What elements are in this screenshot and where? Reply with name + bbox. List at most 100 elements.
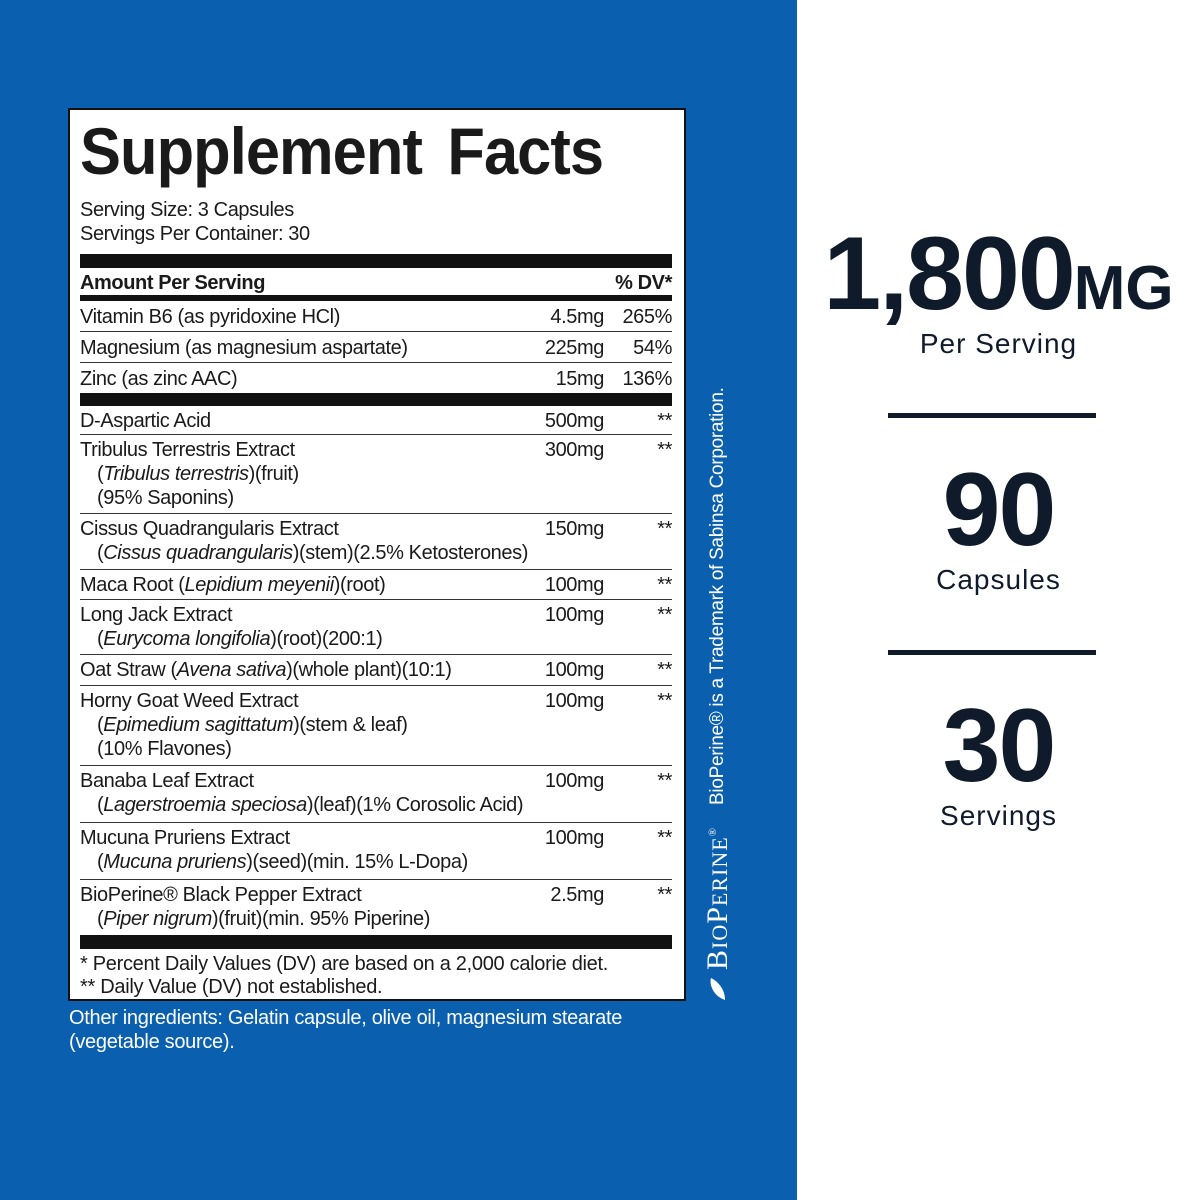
latin-name: Avena sativa bbox=[176, 659, 287, 681]
stat-label: Capsules bbox=[936, 564, 1061, 595]
ingredient-source: (Epimedium sagittatum)(stem & leaf) bbox=[97, 714, 408, 736]
ingredient-label: Maca Root ( bbox=[80, 574, 185, 596]
ingredient-amount: 100mg bbox=[544, 690, 605, 712]
ingredient-detail: (leaf)(1% Corosolic Acid) bbox=[313, 794, 524, 816]
ingredient-name: Mucuna Pruriens Extract (Mucuna pruriens)… bbox=[80, 826, 494, 874]
ingredient-row: Mucuna Pruriens Extract (Mucuna pruriens)… bbox=[80, 823, 672, 880]
stat-value: 90 bbox=[942, 452, 1057, 568]
ingredient-label: Banaba Leaf Extract bbox=[80, 770, 254, 792]
dv-header: % DV* bbox=[615, 272, 672, 294]
ingredient-label: Horny Goat Weed Extract bbox=[80, 690, 299, 712]
ingredient-detail: (fruit)(min. 95% Piperine) bbox=[218, 908, 431, 930]
amount-header: Amount Per Serving bbox=[80, 272, 266, 294]
divider-thick bbox=[80, 935, 672, 949]
ingredient-detail: (fruit) bbox=[254, 463, 299, 485]
servings-per-container: Servings Per Container: 30 bbox=[80, 223, 310, 245]
ingredient-dv: ** bbox=[657, 574, 672, 596]
footnote-dv: * Percent Daily Values (DV) are based on… bbox=[80, 953, 608, 975]
ingredient-detail: (stem)(2.5% Ketosterones) bbox=[299, 542, 528, 564]
nutrient-dv: 136% bbox=[622, 368, 672, 390]
ingredient-name: Oat Straw (Avena sativa)(whole plant)(10… bbox=[80, 658, 494, 682]
stat-mg: 1,800MG bbox=[797, 222, 1200, 326]
ingredient-dv: ** bbox=[657, 659, 672, 681]
stat-label: Servings bbox=[940, 800, 1057, 831]
serving-size: Serving Size: 3 Capsules bbox=[80, 199, 294, 221]
nutrient-dv: 54% bbox=[633, 337, 672, 359]
label-title: Supplement Facts bbox=[80, 114, 604, 188]
ingredient-name: Horny Goat Weed Extract (Epimedium sagitt… bbox=[80, 689, 494, 761]
ingredient-label: Tribulus Terrestris Extract bbox=[80, 439, 295, 461]
ingredient-name: Maca Root (Lepidium meyenii)(root) bbox=[80, 573, 494, 597]
latin-name: Piper nigrum bbox=[103, 908, 212, 930]
nutrient-dv: 265% bbox=[622, 306, 672, 328]
ingredient-title: Cissus Quadrangularis Extract bbox=[80, 517, 494, 541]
ingredient-title: Banaba Leaf Extract bbox=[80, 769, 494, 793]
divider bbox=[888, 650, 1096, 655]
ingredient-source: (Tribulus terrestris)(fruit) bbox=[97, 463, 299, 485]
ingredient-dv: ** bbox=[657, 604, 672, 626]
latin-name: Lepidium meyenii bbox=[184, 574, 335, 596]
nutrient-row: Zinc (as zinc AAC) 15mg 136% bbox=[80, 363, 672, 394]
divider-medium bbox=[80, 295, 672, 301]
stat-unit: MG bbox=[1073, 254, 1174, 323]
ingredient-row: Long Jack Extract (Eurycoma longifolia)(r… bbox=[80, 600, 672, 655]
ingredient-source: (Eurycoma longifolia)(root)(200:1) bbox=[97, 628, 383, 650]
ingredient-extra: (95% Saponins) bbox=[97, 487, 234, 509]
latin-name: Cissus quadrangularis bbox=[103, 542, 293, 564]
divider-thick bbox=[80, 393, 672, 406]
ingredient-title: BioPerine® Black Pepper Extract bbox=[80, 883, 494, 907]
nutrient-name: Magnesium (as magnesium aspartate) bbox=[80, 337, 408, 359]
ingredient-dv: ** bbox=[657, 884, 672, 906]
ingredient-title: Tribulus Terrestris Extract bbox=[80, 438, 494, 462]
supplement-facts-label: Supplement Facts Serving Size: 3 Capsule… bbox=[68, 108, 686, 1001]
leaf-icon bbox=[710, 978, 725, 1000]
ingredient-row: BioPerine® Black Pepper Extract (Piper ni… bbox=[80, 880, 672, 936]
ingredient-name: D-Aspartic Acid bbox=[80, 409, 494, 433]
trademark-notice: BIOPERINE® BioPerine® is a Trademark of … bbox=[701, 357, 734, 1002]
latin-name: Mucuna pruriens bbox=[103, 851, 247, 873]
ingredient-amount: 500mg bbox=[544, 410, 605, 432]
ingredient-amount: 100mg bbox=[544, 827, 605, 849]
ingredient-source: (Mucuna pruriens)(seed)(min. 15% L-Dopa) bbox=[97, 851, 468, 873]
ingredient-source: (Piper nigrum)(fruit)(min. 95% Piperine) bbox=[97, 908, 431, 930]
ingredient-dv: ** bbox=[657, 410, 672, 432]
nutrient-amount: 4.5mg bbox=[550, 306, 604, 328]
stat-label: Per Serving bbox=[919, 328, 1078, 359]
ingredient-amount: 150mg bbox=[544, 518, 605, 540]
ingredient-amount: 100mg bbox=[544, 770, 605, 792]
ingredient-extra: (10% Flavones) bbox=[97, 738, 232, 760]
ingredient-label: Oat Straw ( bbox=[80, 659, 177, 681]
ingredient-title: Oat Straw (Avena sativa)(whole plant)(10… bbox=[80, 658, 494, 682]
ingredient-name: Cissus Quadrangularis Extract (Cissus qua… bbox=[80, 517, 528, 565]
ingredient-label: D-Aspartic Acid bbox=[80, 410, 211, 432]
ingredient-amount: 100mg bbox=[544, 604, 605, 626]
ingredient-row: Horny Goat Weed Extract (Epimedium sagitt… bbox=[80, 686, 672, 766]
ingredient-title: Maca Root (Lepidium meyenii)(root) bbox=[80, 573, 494, 597]
latin-name: Lagerstroemia speciosa bbox=[103, 794, 307, 816]
nutrient-amount: 15mg bbox=[555, 368, 605, 390]
ingredient-detail: (root)(200:1) bbox=[276, 628, 383, 650]
header-row: Amount Per Serving % DV* bbox=[80, 268, 672, 295]
latin-name: Eurycoma longifolia bbox=[103, 628, 271, 650]
ingredient-dv: ** bbox=[657, 690, 672, 712]
ingredient-row: Cissus Quadrangularis Extract (Cissus qua… bbox=[80, 514, 672, 570]
ingredient-title: Long Jack Extract bbox=[80, 603, 494, 627]
ingredient-dv: ** bbox=[657, 770, 672, 792]
ingredient-dv: ** bbox=[657, 439, 672, 461]
nutrient-row: Vitamin B6 (as pyridoxine HCl) 4.5mg 265% bbox=[80, 301, 672, 332]
nutrient-row: Magnesium (as magnesium aspartate) 225mg 5… bbox=[80, 332, 672, 363]
ingredient-name: Banaba Leaf Extract (Lagerstroemia specio… bbox=[80, 769, 524, 817]
stat-value: 30 bbox=[942, 688, 1057, 804]
ingredient-dv: ** bbox=[657, 518, 672, 540]
ingredient-source: (Cissus quadrangularis)(stem)(2.5% Ketos… bbox=[97, 542, 528, 564]
trademark-text: BioPerine® is a Trademark of Sabinsa Cor… bbox=[707, 387, 728, 805]
ingredient-row: Tribulus Terrestris Extract (Tribulus ter… bbox=[80, 435, 672, 514]
ingredient-name: Tribulus Terrestris Extract (Tribulus ter… bbox=[80, 438, 494, 510]
ingredient-title: D-Aspartic Acid bbox=[80, 409, 494, 433]
ingredient-amount: 100mg bbox=[544, 659, 605, 681]
ingredient-row: D-Aspartic Acid 500mg ** bbox=[80, 406, 672, 435]
ingredient-label: Long Jack Extract bbox=[80, 604, 233, 626]
ingredient-row: Banaba Leaf Extract (Lagerstroemia specio… bbox=[80, 766, 672, 823]
ingredient-source: (Lagerstroemia speciosa)(leaf)(1% Coroso… bbox=[97, 794, 524, 816]
ingredient-detail: )(root) bbox=[333, 574, 386, 596]
